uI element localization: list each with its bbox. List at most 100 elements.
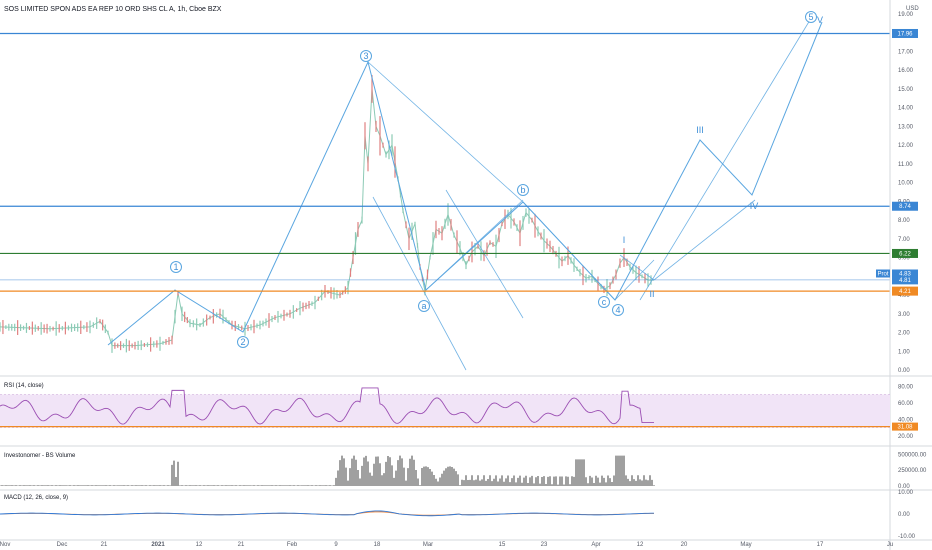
wave-label: b xyxy=(520,185,525,195)
macd-line xyxy=(0,510,655,517)
wave-label: II xyxy=(649,289,654,299)
wave-label-circle xyxy=(805,11,817,23)
rsi-tick-label: 60.00 xyxy=(898,401,914,407)
wave-label: 4 xyxy=(615,305,620,315)
macd-tick-label: -10.00 xyxy=(898,534,916,540)
time-tick-label: Mar xyxy=(423,542,433,548)
level-badge-label: 6.22 xyxy=(899,251,911,257)
wave-channel-line[interactable] xyxy=(372,196,467,371)
wave-label-circle xyxy=(517,184,529,196)
price-line xyxy=(0,88,654,347)
macd-tick-label: 10.00 xyxy=(898,490,914,496)
wave-label: III xyxy=(696,125,704,135)
wave-channel-line[interactable] xyxy=(522,201,616,301)
price-tick-label: 10.00 xyxy=(898,181,914,187)
time-tick-label: May xyxy=(740,542,751,548)
wave-label-circle xyxy=(612,304,624,316)
price-tick-label: 4.00 xyxy=(898,293,910,299)
wave-label: c xyxy=(602,297,607,307)
level-badge xyxy=(892,275,918,285)
time-tick-label: Ju xyxy=(887,542,893,548)
volume-tick-label: 0.00 xyxy=(898,484,910,490)
wave-label-circle xyxy=(598,296,610,308)
price-tick-label: 13.00 xyxy=(898,124,914,130)
time-tick-label: 20 xyxy=(681,542,688,548)
rsi-tick-label: 40.00 xyxy=(898,417,914,423)
wave-label: 5 xyxy=(808,12,813,22)
last-price-tag xyxy=(876,269,890,278)
wave-channel-line[interactable] xyxy=(425,199,524,291)
wave-channel-line[interactable] xyxy=(653,199,756,281)
elliott-wave-drawing[interactable] xyxy=(107,19,823,371)
time-tick-label: Dec xyxy=(57,542,68,548)
macd-panel[interactable]: 10.00 0.00 -10.00 xyxy=(0,490,916,540)
volume-panel[interactable]: 500000.00 250000.00 0.00 xyxy=(0,452,927,490)
wave-label: I xyxy=(623,235,626,245)
volume-tick-label: 250000.00 xyxy=(898,468,927,474)
wave-channel-line[interactable] xyxy=(639,19,811,301)
price-tick-label: 17.00 xyxy=(898,49,914,55)
price-tick-label: 1.00 xyxy=(898,349,910,355)
wave-channel-line[interactable] xyxy=(619,254,655,281)
price-panel[interactable] xyxy=(0,75,932,541)
level-badge xyxy=(892,248,918,258)
time-tick-label: Nov xyxy=(0,542,10,548)
price-tick-label: 16.00 xyxy=(898,68,914,74)
time-axis[interactable]: Nov Dec 21 2021 12 21 Feb 9 18 Mar 15 23 Apr 12 20 May 1… xyxy=(0,542,893,548)
price-tick-label: 3.00 xyxy=(898,312,910,318)
time-tick-label: 21 xyxy=(101,542,108,548)
price-tick-label: 7.00 xyxy=(898,237,910,243)
horizontal-levels[interactable] xyxy=(0,32,890,292)
price-tick-label: 8.00 xyxy=(898,218,910,224)
rsi-tick-label: 20.00 xyxy=(898,434,914,440)
wave-label: 2 xyxy=(240,337,245,347)
time-tick-label: 15 xyxy=(499,542,506,548)
rsi-value: 31.08 xyxy=(897,425,913,431)
level-badge xyxy=(892,201,918,211)
level-badge-label: 17.96 xyxy=(897,31,913,37)
time-tick-label: Feb xyxy=(287,542,298,548)
time-tick-label: 18 xyxy=(374,542,381,548)
wave-label: 1 xyxy=(173,262,178,272)
rsi-panel[interactable]: 80.00 60.00 40.00 20.00 31.08 xyxy=(0,384,918,440)
wave-label-circle xyxy=(360,50,372,62)
volume-tick-label: 500000.00 xyxy=(898,452,927,458)
time-tick-label: 23 xyxy=(541,542,548,548)
elliott-wave-path[interactable] xyxy=(107,21,823,346)
level-badge xyxy=(892,28,918,38)
level-badge-label: 4.21 xyxy=(899,289,911,295)
time-tick-label: 2021 xyxy=(151,542,165,548)
price-axis[interactable]: 0.001.002.003.004.005.006.007.008.009.00… xyxy=(876,0,918,550)
time-tick-label: 17 xyxy=(817,542,824,548)
last-price-value: 4.83 xyxy=(899,272,911,278)
rsi-tick-label: 80.00 xyxy=(898,384,914,390)
currency-label: USD xyxy=(906,6,919,12)
level-badge-label: 4.81 xyxy=(899,278,911,284)
wave-label-circle xyxy=(237,336,249,348)
rsi-label: RSI (14, close) xyxy=(4,383,44,389)
wave-channel-line[interactable] xyxy=(367,61,524,203)
chart-title: SOS LIMITED SPON ADS EA REP 10 ORD SHS C… xyxy=(4,6,222,13)
level-badge-label: 8.74 xyxy=(899,204,911,210)
price-tick-label: 0.00 xyxy=(898,368,910,374)
price-tick-label: 15.00 xyxy=(898,87,914,93)
wave-label: V xyxy=(817,15,823,25)
wave-label: 3 xyxy=(363,51,368,61)
macd-label: MACD (12, 26, close, 9) xyxy=(4,495,68,501)
time-tick-label: 9 xyxy=(334,542,338,548)
last-price-tag-label: Prot xyxy=(877,272,888,278)
rsi-band xyxy=(0,394,890,428)
time-tick-label: 21 xyxy=(238,542,245,548)
time-tick-label: Apr xyxy=(591,542,600,548)
time-tick-label: 12 xyxy=(637,542,644,548)
price-tick-label: 14.00 xyxy=(898,106,914,112)
wave-label-circle xyxy=(418,300,430,312)
price-tick-label: 6.00 xyxy=(898,256,910,262)
macd-tick-label: 0.00 xyxy=(898,512,910,518)
rsi-line xyxy=(0,387,654,425)
price-tick-label: 2.00 xyxy=(898,331,910,337)
wave-label: a xyxy=(421,301,426,311)
price-tick-label: 19.00 xyxy=(898,12,914,18)
